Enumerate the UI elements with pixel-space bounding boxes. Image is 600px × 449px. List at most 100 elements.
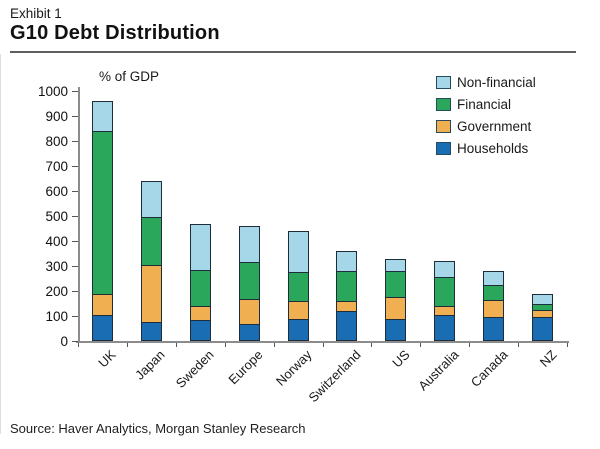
y-axis-tick (72, 91, 78, 92)
y-axis-tick-label: 700 (45, 159, 68, 174)
bar-segment-non-financial-europe (238, 226, 260, 263)
bar-segment-financial-sweden (189, 269, 211, 306)
bar-segment-households-uk (91, 314, 113, 341)
y-axis-tick (72, 191, 78, 192)
x-axis-label-australia: Australia (414, 347, 462, 394)
y-axis-tick-label: 100 (45, 309, 68, 324)
stacked-bar-us (385, 258, 407, 341)
y-axis-tick-label: 1000 (37, 84, 68, 99)
bar-segment-financial-us (385, 271, 407, 298)
bar-segment-non-financial-sweden (189, 223, 211, 270)
x-axis-label-us: US (389, 347, 413, 371)
x-axis-tick (224, 343, 226, 347)
y-axis-tick (72, 291, 78, 292)
y-axis-tick (72, 266, 78, 267)
legend-label: Government (457, 118, 532, 134)
legend-label: Financial (457, 96, 512, 112)
legend-item-financial: Financial (436, 96, 536, 112)
chart-title: G10 Debt Distribution (10, 22, 220, 44)
bar-segment-households-nz (532, 317, 554, 341)
y-axis-tick-label: 500 (45, 209, 68, 224)
x-axis-label-nz: NZ (536, 347, 560, 370)
legend-swatch-icon (436, 97, 451, 111)
bar-segment-financial-australia (434, 277, 456, 306)
stacked-bar-australia (434, 261, 456, 341)
legend-item-households: Households (436, 140, 536, 156)
x-axis-tick (518, 343, 520, 347)
legend-item-government: Government (436, 118, 536, 134)
x-axis-label-canada: Canada (467, 347, 511, 390)
legend-swatch-icon (436, 119, 451, 133)
bar-segment-households-sweden (189, 319, 211, 341)
y-axis-tick-label: 400 (45, 234, 68, 249)
bar-segment-government-sweden (189, 306, 211, 320)
bar-segment-government-nz (532, 309, 554, 318)
x-axis-tick (371, 343, 373, 347)
bar-segment-financial-norway (287, 272, 309, 301)
x-axis-label-switzerland: Switzerland (305, 347, 364, 406)
bar-segment-non-financial-norway (287, 231, 309, 273)
legend-label: Households (457, 140, 529, 156)
bar-segment-financial-uk (91, 131, 113, 294)
bar-segment-government-australia (434, 306, 456, 315)
x-axis-tick (78, 343, 79, 347)
stacked-bar-norway (287, 231, 309, 341)
bar-segment-non-financial-us (385, 258, 407, 271)
y-axis-unit-label: % of GDP (99, 69, 160, 84)
y-axis-tick (72, 341, 78, 342)
y-axis-tick-label: 600 (45, 184, 68, 199)
stacked-bar-japan (140, 181, 162, 341)
y-axis-tick (72, 241, 78, 242)
bar-segment-households-europe (238, 323, 260, 341)
stacked-bar-uk (91, 101, 113, 341)
legend-item-non-financial: Non-financial (436, 74, 536, 90)
x-axis-tick (567, 343, 568, 347)
x-axis-tick (420, 343, 422, 347)
bar-segment-government-us (385, 297, 407, 319)
bar-segment-non-financial-canada (483, 271, 505, 285)
y-axis-tick-label: 900 (45, 109, 68, 124)
x-axis-tick (322, 343, 324, 347)
x-axis-line (76, 341, 569, 343)
stacked-bar-europe (238, 226, 260, 341)
y-axis-tick-label: 0 (60, 334, 68, 349)
y-axis-tick-label: 800 (45, 134, 68, 149)
y-axis-tick-label: 200 (45, 284, 68, 299)
bar-segment-non-financial-uk (91, 101, 113, 131)
y-axis-tick (72, 166, 78, 167)
bar-segment-non-financial-switzerland (336, 251, 358, 271)
bar-segment-financial-switzerland (336, 271, 358, 301)
stacked-bar-sweden (189, 223, 211, 341)
title-divider (10, 51, 576, 53)
page-edge-line (0, 54, 1, 434)
y-axis-tick-label: 300 (45, 259, 68, 274)
bar-segment-households-norway (287, 318, 309, 341)
stacked-bar-switzerland (336, 251, 358, 341)
bar-segment-government-europe (238, 298, 260, 324)
stacked-bar-nz (532, 293, 554, 341)
x-axis-tick (175, 343, 177, 347)
legend-swatch-icon (436, 141, 451, 155)
bar-segment-households-us (385, 318, 407, 341)
bar-segment-households-canada (483, 317, 505, 341)
bar-segment-government-canada (483, 299, 505, 318)
y-axis-tick (72, 116, 78, 117)
legend-label: Non-financial (457, 74, 536, 90)
bar-segment-households-switzerland (336, 311, 358, 341)
source-note: Source: Haver Analytics, Morgan Stanley … (10, 421, 306, 436)
bar-segment-financial-japan (140, 217, 162, 265)
bar-segment-financial-canada (483, 284, 505, 300)
bar-segment-non-financial-japan (140, 181, 162, 218)
bar-segment-non-financial-australia (434, 261, 456, 278)
bar-segment-households-japan (140, 322, 162, 341)
stacked-bar-canada (483, 271, 505, 341)
bar-segment-financial-europe (238, 262, 260, 299)
y-axis-tick (72, 316, 78, 317)
x-axis-tick (126, 343, 128, 347)
bar-segment-households-australia (434, 314, 456, 341)
bar-segment-government-norway (287, 301, 309, 319)
bar-segment-non-financial-nz (532, 293, 554, 304)
exhibit-label: Exhibit 1 (10, 6, 62, 21)
x-axis-tick (469, 343, 471, 347)
